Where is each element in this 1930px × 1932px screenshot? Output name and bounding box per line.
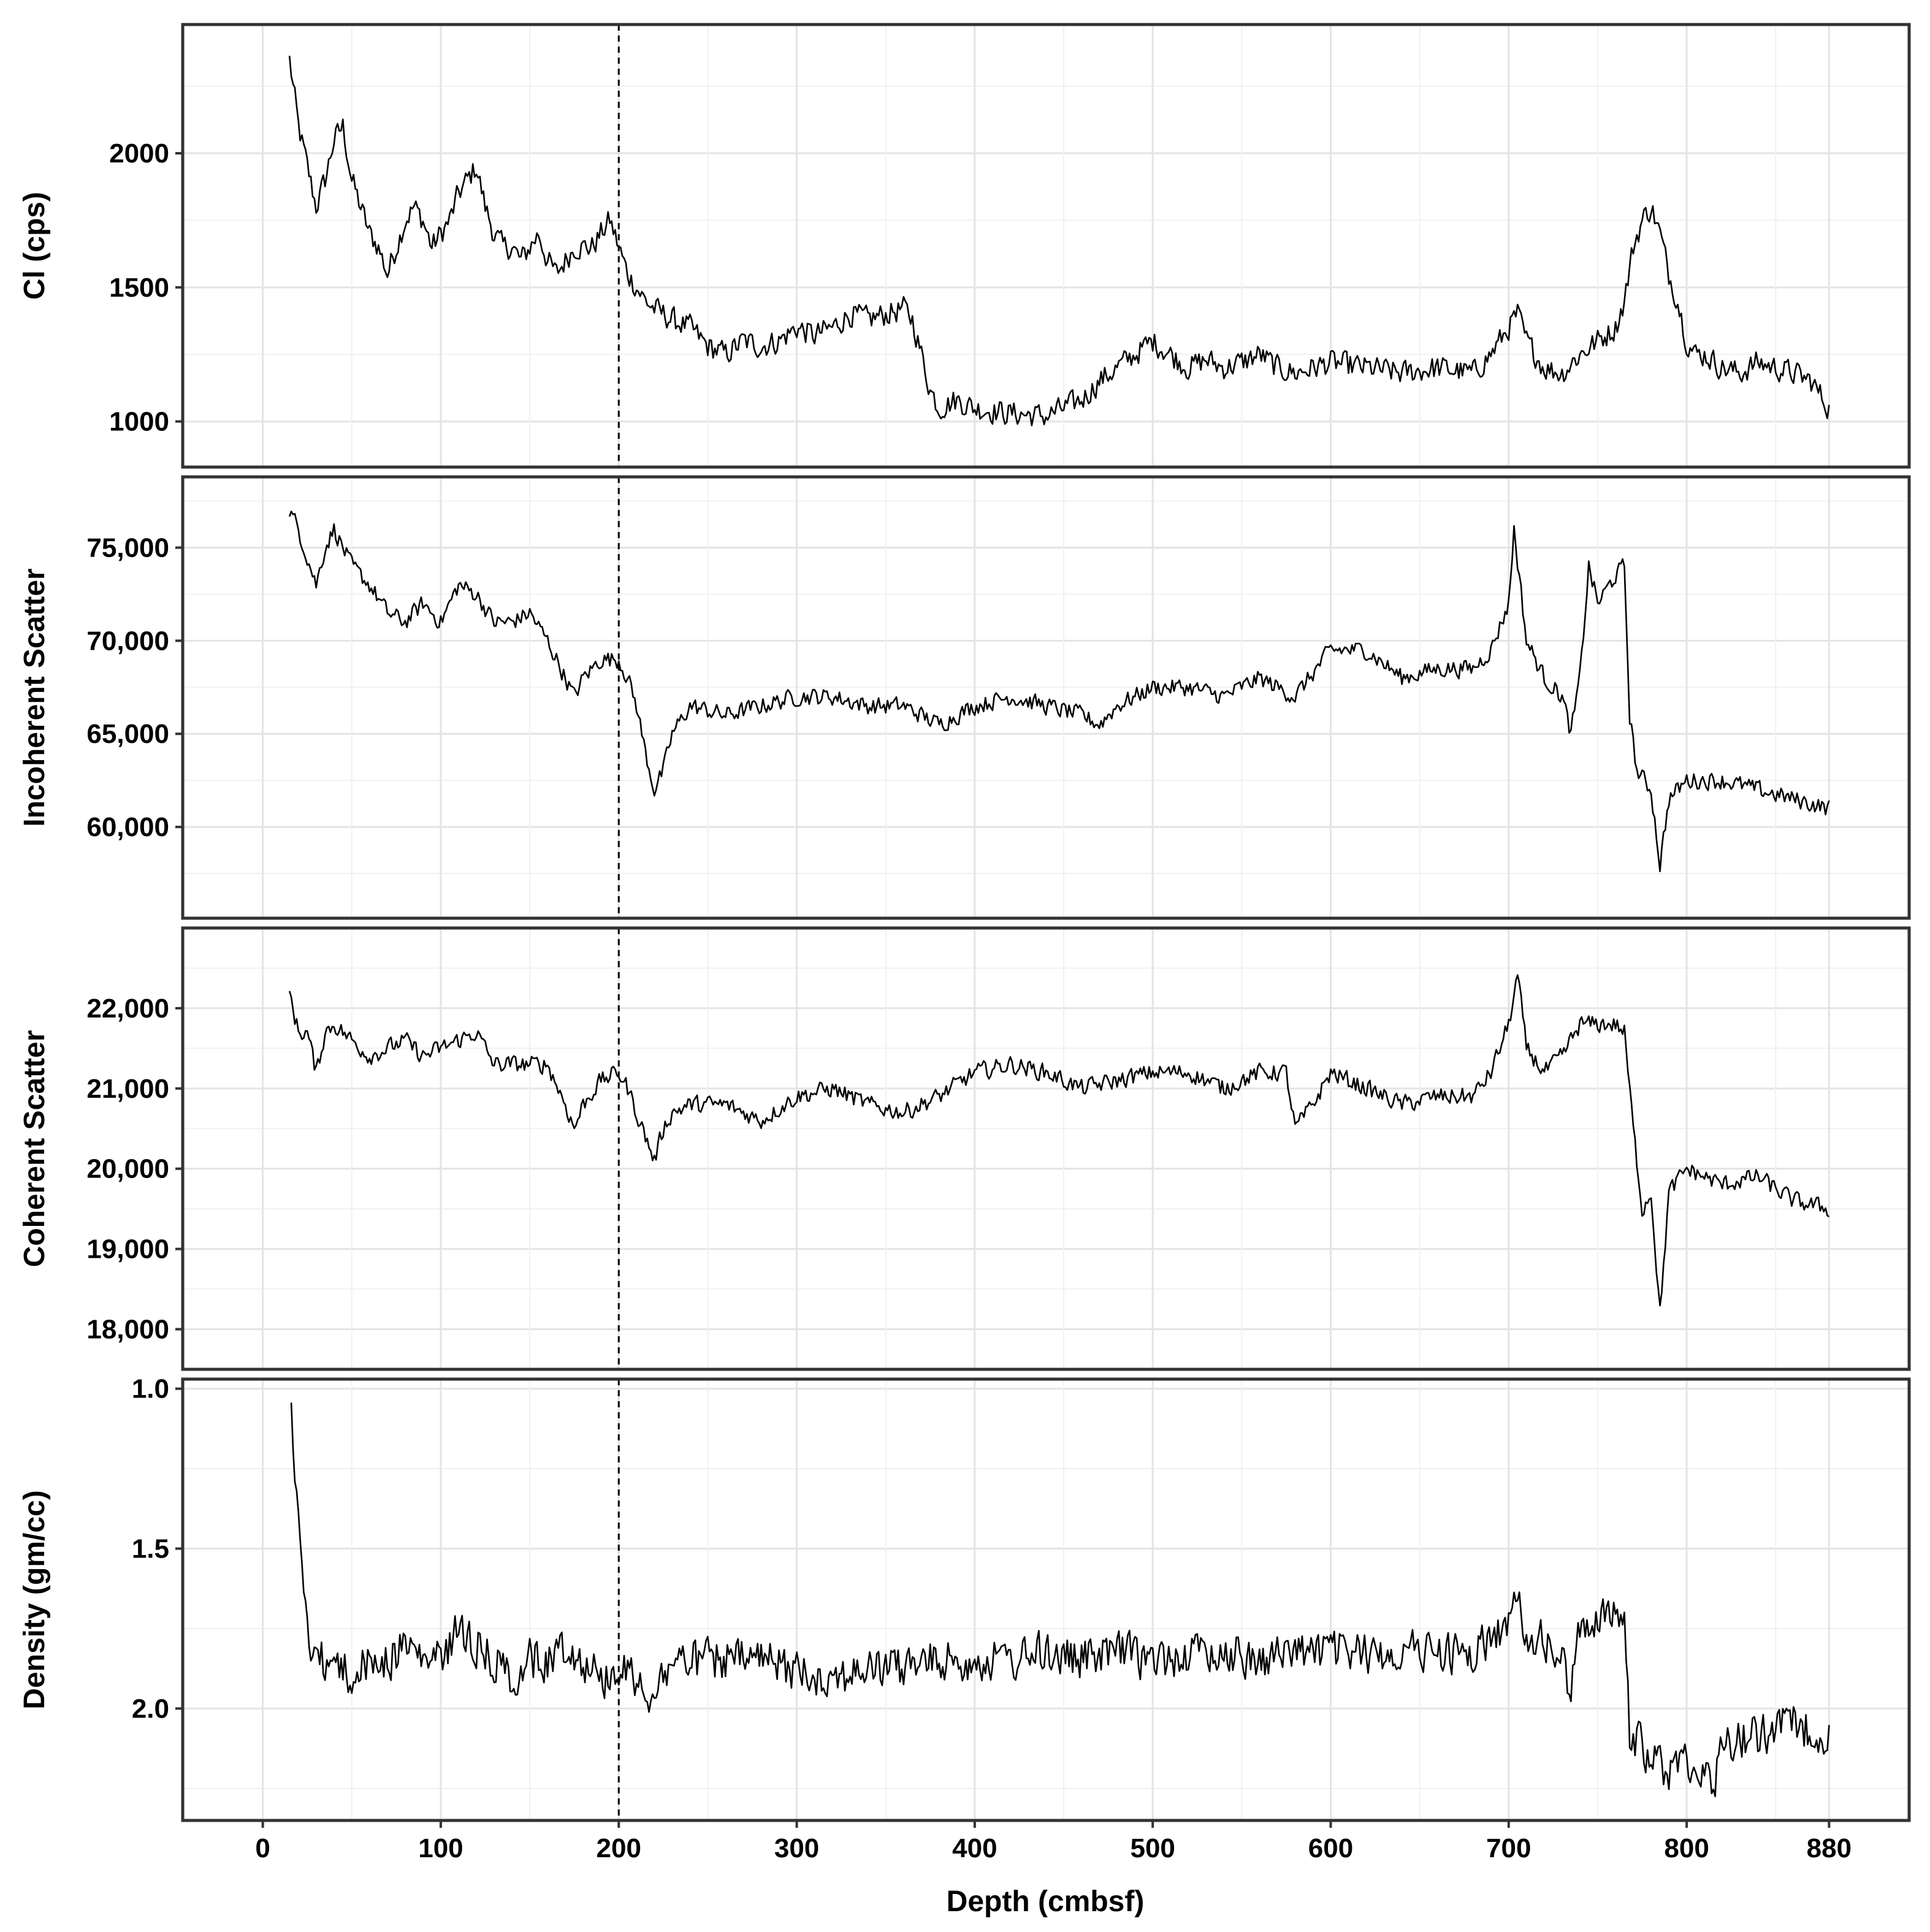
panels-layer: 1000 1500 2000 Cl (cps) 60,000 65,000 70,000 75… <box>18 23 1911 1822</box>
panel-3: 18,000 19,000 20,000 21,000 22,000 Coherent S… <box>18 926 1911 1371</box>
x-tick-label: 600 <box>1308 1833 1353 1863</box>
y-tick-label: 65,000 <box>86 719 169 749</box>
series-line <box>288 55 1830 427</box>
panel-border <box>181 1377 1911 1822</box>
y-tick-label: 20,000 <box>86 1154 169 1184</box>
y-tick-label: 2000 <box>109 139 169 169</box>
y-tick-label: 60,000 <box>86 812 169 842</box>
series-line <box>288 510 1830 872</box>
x-tick-label: 880 <box>1807 1833 1852 1863</box>
series-line <box>288 974 1830 1307</box>
y-tick-label: 18,000 <box>86 1315 169 1345</box>
y-tick-label: 75,000 <box>86 533 169 563</box>
x-tick-label: 400 <box>952 1833 997 1863</box>
y-axis-title: Incoherent Scatter <box>18 568 51 826</box>
x-tick-label: 200 <box>597 1833 641 1863</box>
panel-2: 60,000 65,000 70,000 75,000 Incoherent Scatt… <box>18 475 1911 920</box>
y-tick-label: 21,000 <box>86 1074 169 1104</box>
x-axis-title: Depth (cmbsf) <box>947 1885 1145 1918</box>
y-tick-label: 1000 <box>109 407 169 437</box>
y-tick-label: 1.5 <box>132 1534 169 1564</box>
y-axis-title: Density (gm/cc) <box>18 1490 51 1709</box>
y-tick-label: 1.0 <box>132 1374 169 1404</box>
y-tick-label: 2.0 <box>132 1694 169 1724</box>
panel-border <box>181 926 1911 1371</box>
y-tick-label: 19,000 <box>86 1234 169 1265</box>
y-axis-title: Coherent Scatter <box>18 1030 51 1268</box>
x-tick-label: 500 <box>1130 1833 1175 1863</box>
y-tick-label: 70,000 <box>86 626 169 656</box>
x-tick-label: 0 <box>255 1833 270 1863</box>
x-tick-label: 100 <box>418 1833 463 1863</box>
panel-border <box>181 23 1911 469</box>
panel-border <box>181 475 1911 920</box>
y-tick-label: 22,000 <box>86 994 169 1024</box>
panel-4: 1.0 1.5 2.0 Density (gm/cc) <box>18 1374 1911 1822</box>
x-axis: 0 100 200 300 400 500 600 700 800 880 <box>255 1820 1852 1863</box>
series-line <box>290 1402 1830 1798</box>
x-tick-label: 300 <box>774 1833 819 1863</box>
x-tick-label: 700 <box>1486 1833 1531 1863</box>
panel-1: 1000 1500 2000 Cl (cps) <box>18 23 1911 469</box>
x-tick-label: 800 <box>1664 1833 1709 1863</box>
y-tick-label: 1500 <box>109 273 169 303</box>
y-axis-title: Cl (cps) <box>18 192 51 300</box>
